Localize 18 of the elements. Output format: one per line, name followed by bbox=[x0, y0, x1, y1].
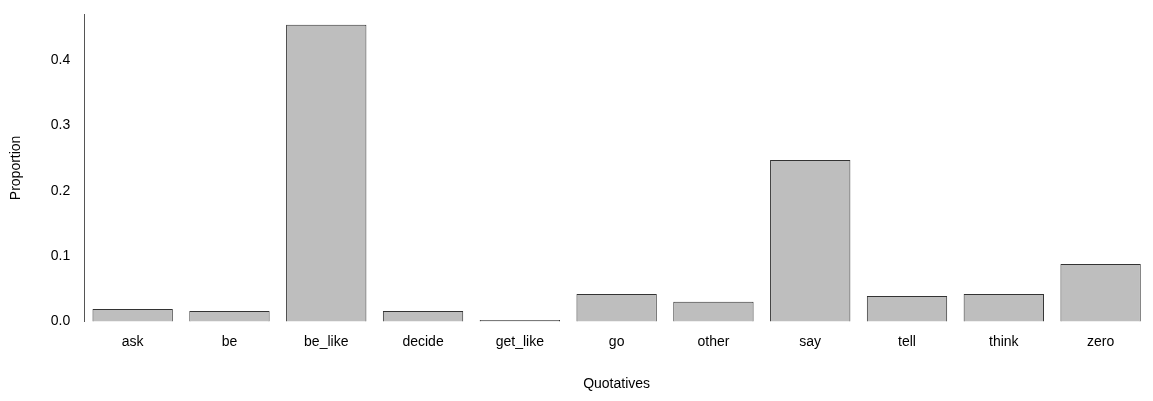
x-tick-label: tell bbox=[898, 332, 916, 349]
y-tick-label: 0.4 bbox=[50, 50, 71, 67]
x-tick-label: think bbox=[989, 332, 1020, 349]
y-tick-label: 0.1 bbox=[50, 246, 71, 263]
x-axis-title: Quotatives bbox=[583, 375, 651, 392]
x-tick-label: ask bbox=[121, 332, 145, 349]
x-tick-label: be_like bbox=[304, 332, 349, 349]
y-tick-label: 0.0 bbox=[50, 312, 71, 329]
y-tick-label: 0.2 bbox=[50, 181, 71, 198]
y-tick-label: 0.3 bbox=[50, 116, 71, 133]
x-tick-label: other bbox=[697, 332, 730, 349]
x-tick-label: go bbox=[608, 332, 625, 349]
x-tick-label: zero bbox=[1086, 332, 1115, 349]
x-tick-label: decide bbox=[402, 332, 444, 349]
x-tick-label: say bbox=[799, 332, 822, 349]
x-tick-label: get_like bbox=[495, 332, 545, 349]
y-axis-title: Proportion bbox=[7, 135, 24, 201]
x-tick-label: be bbox=[221, 332, 238, 349]
